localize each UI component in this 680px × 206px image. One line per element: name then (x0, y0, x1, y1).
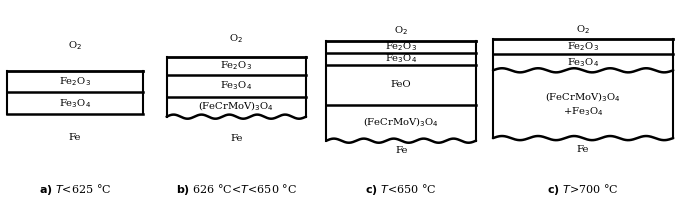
Text: (FeCrMoV)$_3$O$_4$
+Fe$_3$O$_4$: (FeCrMoV)$_3$O$_4$ +Fe$_3$O$_4$ (545, 90, 621, 118)
Text: Fe$_2$O$_3$: Fe$_2$O$_3$ (59, 75, 90, 88)
Text: Fe$_2$O$_3$: Fe$_2$O$_3$ (220, 59, 252, 72)
Text: Fe$_3$O$_4$: Fe$_3$O$_4$ (567, 56, 599, 69)
Text: (FeCrMoV)$_3$O$_4$: (FeCrMoV)$_3$O$_4$ (199, 100, 274, 114)
Text: (FeCrMoV)$_3$O$_4$: (FeCrMoV)$_3$O$_4$ (363, 116, 439, 129)
Text: $\mathbf{b)}$ 626 °C<$T$<650 °C: $\mathbf{b)}$ 626 °C<$T$<650 °C (175, 182, 297, 197)
Text: $\mathbf{c)}$ $T$<650 °C: $\mathbf{c)}$ $T$<650 °C (365, 182, 437, 197)
Text: Fe$_3$O$_4$: Fe$_3$O$_4$ (58, 97, 91, 110)
Text: Fe$_3$O$_4$: Fe$_3$O$_4$ (220, 79, 252, 92)
Text: Fe: Fe (69, 133, 81, 142)
Text: $\mathbf{a)}$ $T$<625 °C: $\mathbf{a)}$ $T$<625 °C (39, 182, 111, 197)
Text: Fe$_2$O$_3$: Fe$_2$O$_3$ (386, 40, 417, 53)
Text: O$_2$: O$_2$ (229, 32, 243, 45)
Text: Fe: Fe (230, 134, 243, 143)
Text: Fe$_2$O$_3$: Fe$_2$O$_3$ (567, 40, 599, 53)
Text: O$_2$: O$_2$ (68, 39, 82, 52)
Text: O$_2$: O$_2$ (394, 24, 408, 37)
Text: Fe$_3$O$_4$: Fe$_3$O$_4$ (385, 52, 418, 65)
Text: Fe: Fe (395, 146, 407, 155)
Text: Fe: Fe (577, 145, 590, 154)
Text: $\mathbf{c)}$ $T$>700 °C: $\mathbf{c)}$ $T$>700 °C (547, 182, 619, 197)
Text: O$_2$: O$_2$ (576, 23, 590, 36)
Text: FeO: FeO (391, 80, 411, 89)
